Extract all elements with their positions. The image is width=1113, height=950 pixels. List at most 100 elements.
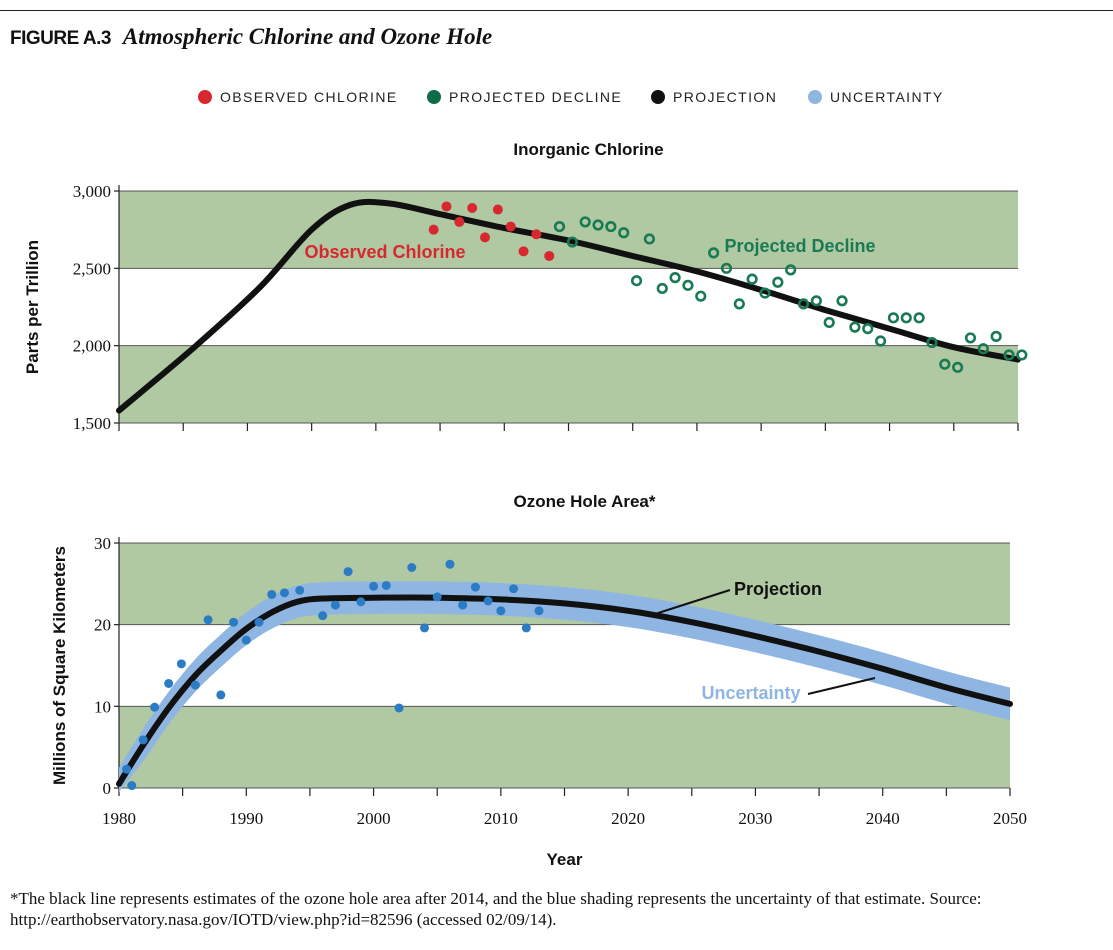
legend-label-projection: PROJECTION (673, 89, 778, 105)
legend-label-projected-decline: PROJECTED DECLINE (449, 89, 623, 105)
projected-decline-point (810, 295, 822, 307)
ozone-area-point (369, 581, 379, 591)
ozone-area-point (190, 680, 200, 690)
projected-decline-point (720, 262, 733, 274)
ozone-area-point (267, 589, 277, 599)
projected-decline-point (1016, 349, 1028, 361)
ozone-area-point (229, 617, 239, 627)
projected-decline-point (746, 273, 758, 285)
projected-decline-point (759, 287, 771, 299)
figure-title: FIGURE A.3 Atmospheric Chlorine and Ozon… (10, 24, 492, 54)
projected-decline-point (952, 361, 964, 373)
ozone-area-point (419, 623, 429, 633)
projected-decline-point (849, 321, 861, 333)
annotation-projection-leader (654, 589, 731, 615)
legend-swatch-observed (198, 90, 212, 104)
projected-decline-point (643, 233, 656, 245)
legend-item-projected-decline: PROJECTED DECLINE (427, 86, 622, 108)
footnote: *The black line represents estimates of … (10, 889, 982, 929)
projected-decline-point (785, 264, 797, 276)
figure-name: Atmospheric Chlorine and Ozone Hole (122, 24, 493, 49)
y-tick-label: 0 (103, 779, 112, 798)
x-axis-label: Year (547, 850, 583, 869)
projected-decline-point (939, 358, 951, 370)
ozone-area-point (521, 623, 531, 633)
ozone-area-point (295, 585, 305, 595)
projected-decline-point (669, 272, 681, 284)
ozone-area-point (318, 611, 328, 621)
y-tick-label: 2,500 (73, 259, 111, 278)
projected-decline-point (605, 220, 617, 233)
y-tick-label: 1,500 (73, 414, 111, 433)
projected-decline-point (592, 219, 604, 231)
y-axis-label: Parts per Trillion (23, 240, 42, 374)
ozone-area-point (122, 764, 132, 774)
x-tick-label: 1990 (229, 809, 263, 828)
projected-decline-point (926, 336, 938, 349)
y-tick-label: 3,000 (73, 182, 111, 201)
y-tick-label: 10 (94, 697, 111, 716)
ozone-area-point (216, 690, 226, 700)
observed-chlorine-point (480, 232, 491, 243)
ozone-area-point (279, 588, 289, 598)
observed-chlorine-point (428, 224, 439, 235)
projected-decline-point (964, 332, 977, 344)
x-tick-label: 1980 (102, 809, 136, 828)
ozone-area-point (458, 600, 468, 610)
projected-decline-point (566, 236, 578, 248)
y-tick-label: 30 (94, 534, 111, 553)
ozone-area-point (432, 592, 442, 602)
projected-decline-point (913, 312, 925, 324)
chart-title: Inorganic Chlorine (513, 140, 663, 159)
ozone-area-point (343, 567, 353, 577)
projected-decline-point (579, 216, 591, 228)
ozone-area-point (407, 563, 417, 572)
ozone-area-point (164, 678, 174, 688)
ozone-area-point (534, 606, 544, 616)
observed-chlorine-point (467, 203, 478, 214)
legend-label-uncertainty: UNCERTAINTY (830, 89, 944, 105)
observed-chlorine-point (531, 229, 542, 240)
projected-decline-point (772, 276, 784, 288)
projected-decline-point (656, 282, 668, 295)
ozone-area-point (330, 600, 340, 610)
annotation-projection: Projection (734, 579, 822, 599)
annotation-uncertainty-leader (807, 677, 876, 695)
projected-decline-point (1003, 349, 1015, 361)
x-tick-label: 2020 (611, 809, 645, 828)
projected-decline-point (630, 275, 643, 287)
projected-decline-point (797, 298, 810, 310)
projected-decline-point (695, 290, 707, 302)
charts-svg: Inorganic Chlorine 1,500 2,000 2,500 3,000 Pa… (23, 140, 1028, 869)
figure-label: FIGURE A.3 (10, 28, 111, 49)
projected-decline-point (708, 247, 720, 259)
projected-decline-point (977, 343, 989, 355)
annotation-observed-chlorine: Observed Chlorine (304, 242, 465, 262)
ozone-area-point (138, 735, 148, 745)
observed-chlorine-point (505, 221, 516, 232)
projected-decline-point (823, 316, 835, 329)
ozone-area-point (496, 606, 506, 616)
x-tick-label: 2050 (993, 809, 1027, 828)
plot-band (119, 706, 1010, 788)
ozone-area-point (394, 703, 404, 713)
plot-band (119, 191, 1018, 269)
annotation-projected-decline: Projected Decline (724, 236, 875, 256)
observed-chlorine-point (544, 250, 555, 261)
ozone-area-point (356, 597, 366, 607)
legend-swatch-projected-decline (427, 90, 441, 104)
legend-swatch-projection (651, 90, 665, 104)
projected-decline-point (553, 220, 566, 233)
observed-chlorine-point (492, 204, 503, 215)
projected-decline-point (874, 335, 887, 347)
projected-decline-point (733, 298, 745, 310)
chart-title: Ozone Hole Area* (513, 492, 655, 511)
chlorine-chart: Inorganic Chlorine 1,500 2,000 2,500 3,000 Pa… (23, 140, 1028, 433)
x-tick-label: 2030 (738, 809, 772, 828)
projected-decline-point (862, 323, 874, 335)
top-rule (0, 10, 1113, 11)
plot-band (119, 345, 1018, 423)
ozone-area-point (176, 659, 186, 669)
x-tick-label: 2040 (866, 809, 900, 828)
